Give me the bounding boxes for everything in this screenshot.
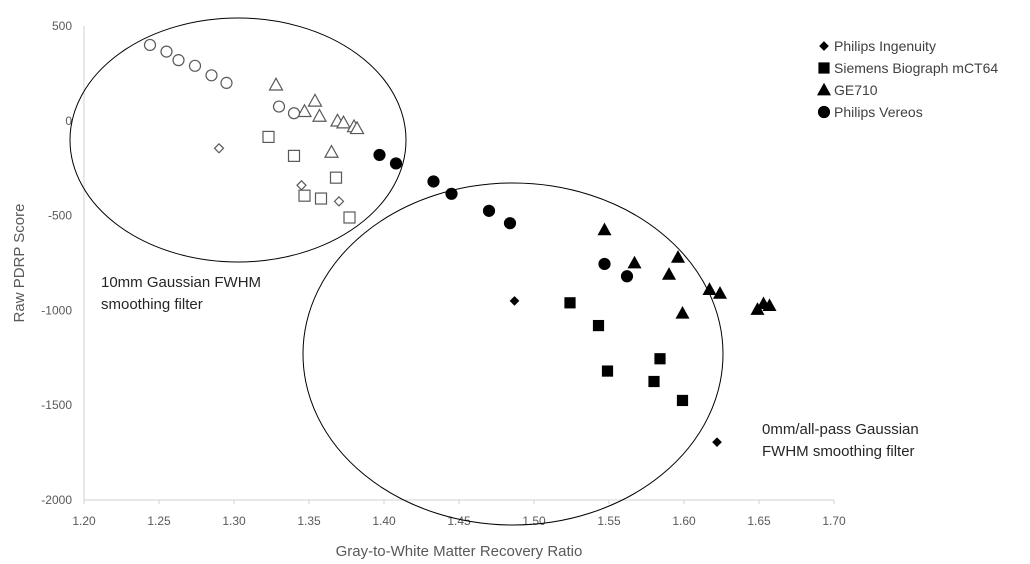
philips-ingenuity-point-10mm (333, 196, 345, 207)
philips-vereos-point-0mm (620, 270, 634, 283)
x-tick-label: 1.60 (672, 514, 696, 528)
ge710-point-0mm (661, 267, 677, 280)
ge710-point-0mm (762, 298, 777, 312)
legend-symbol-philips-vereos (817, 105, 831, 119)
philips-ingenuity-point-0mm (509, 296, 520, 306)
ge710-point-0mm (627, 255, 642, 269)
x-tick-label: 1.35 (297, 514, 321, 528)
siemens-biograph-mct64-point-10mm (343, 211, 356, 224)
x-tick-label: 1.70 (822, 514, 846, 528)
x-tick-label: 1.20 (72, 514, 96, 528)
siemens-biograph-mct64-point-0mm (564, 297, 576, 309)
ellipse-0mm-group (302, 182, 724, 526)
siemens-biograph-mct64-point-0mm (648, 375, 660, 388)
legend-symbol-ge710 (816, 82, 832, 96)
philips-ingenuity-point-0mm (712, 437, 722, 448)
x-tick-label: 1.40 (372, 514, 396, 528)
siemens-biograph-mct64-point-10mm (287, 149, 301, 162)
annotation-0mm-line2: FWHM smoothing filter (762, 443, 915, 460)
philips-vereos-point-0mm (427, 175, 440, 188)
y-tick-label: -1500 (41, 398, 72, 412)
philips-vereos-point-10mm (220, 76, 233, 89)
x-tick-label: 1.55 (597, 514, 621, 528)
annotation-0mm-line1: 0mm/all-pass Gaussian (762, 421, 919, 438)
siemens-biograph-mct64-point-0mm (654, 353, 666, 365)
y-tick-label: -500 (48, 209, 72, 223)
legend: Philips Ingenuity Siemens Biograph mCT64… (816, 38, 998, 120)
annotation-10mm-line2: smoothing filter (101, 296, 203, 313)
ge710-point-10mm (296, 103, 313, 118)
siemens-biograph-mct64-point-0mm (592, 319, 605, 332)
y-tick-label: 0 (65, 114, 72, 128)
y-tick-label: -1000 (41, 303, 72, 317)
philips-ingenuity-point-10mm (213, 142, 225, 154)
legend-label-siemens-biograph: Siemens Biograph mCT64 (834, 60, 998, 76)
philips-vereos-point-10mm (205, 69, 218, 82)
philips-vereos-point-0mm (445, 187, 458, 200)
legend-label-philips-vereos: Philips Vereos (834, 104, 923, 120)
y-tick-label: -2000 (41, 493, 72, 507)
siemens-biograph-mct64-point-0mm (676, 394, 689, 407)
y-axis-title: Raw PDRP Score (11, 204, 28, 323)
legend-label-ge710: GE710 (834, 82, 878, 98)
ge710-point-10mm (311, 108, 328, 122)
philips-vereos-point-0mm (503, 217, 517, 230)
x-tick-labels: 1.20 1.25 1.30 1.35 1.40 1.45 1.50 1.55 1.60 1.65… (72, 500, 846, 528)
philips-vereos-point-0mm (373, 148, 386, 162)
philips-vereos-point-0mm (389, 157, 403, 170)
siemens-biograph-mct64-point-0mm (601, 365, 614, 377)
ge710-point-0mm (597, 222, 612, 236)
x-tick-label: 1.30 (222, 514, 246, 528)
ge710-point-10mm (268, 77, 284, 91)
x-axis-title: Gray-to-White Matter Recovery Ratio (336, 543, 583, 560)
legend-symbol-philips-ingenuity (819, 41, 829, 51)
legend-symbol-siemens-biograph-mct64 (818, 62, 830, 74)
siemens-biograph-mct64-point-10mm (298, 189, 311, 202)
philips-vereos-point-10mm (160, 45, 173, 58)
philips-vereos-point-10mm (287, 107, 301, 120)
philips-vereos-point-10mm (172, 54, 185, 67)
x-tick-label: 1.50 (522, 514, 546, 528)
ge710-point-0mm (712, 286, 728, 299)
y-tick-label: 500 (52, 19, 72, 33)
siemens-biograph-mct64-point-10mm (262, 130, 275, 144)
ge710-point-0mm (675, 306, 690, 319)
ellipse-10mm-group (69, 17, 407, 263)
ge710-point-0mm (702, 282, 717, 295)
ge710-point-10mm (307, 93, 323, 107)
philips-vereos-point-10mm (143, 38, 157, 52)
siemens-biograph-mct64-point-10mm (329, 171, 343, 184)
ge710-point-10mm (349, 120, 365, 135)
philips-vereos-point-10mm (272, 100, 286, 113)
ge710-point-10mm (335, 114, 352, 129)
ge710-point-10mm (323, 144, 340, 158)
philips-vereos-point-0mm (598, 257, 611, 271)
philips-vereos-point-0mm (482, 204, 496, 217)
ge710-point-0mm (670, 250, 686, 263)
x-tick-label: 1.25 (147, 514, 171, 528)
data-points (143, 38, 777, 448)
annotation-10mm-line1: 10mm Gaussian FWHM (101, 274, 261, 291)
y-tick-labels: 500 0 -500 -1000 -1500 -2000 (41, 19, 72, 507)
philips-vereos-point-10mm (188, 59, 202, 72)
philips-ingenuity-point-10mm (296, 179, 307, 191)
x-tick-label: 1.65 (747, 514, 771, 528)
legend-label-philips-ingenuity: Philips Ingenuity (834, 38, 936, 54)
siemens-biograph-mct64-point-10mm (314, 192, 328, 205)
